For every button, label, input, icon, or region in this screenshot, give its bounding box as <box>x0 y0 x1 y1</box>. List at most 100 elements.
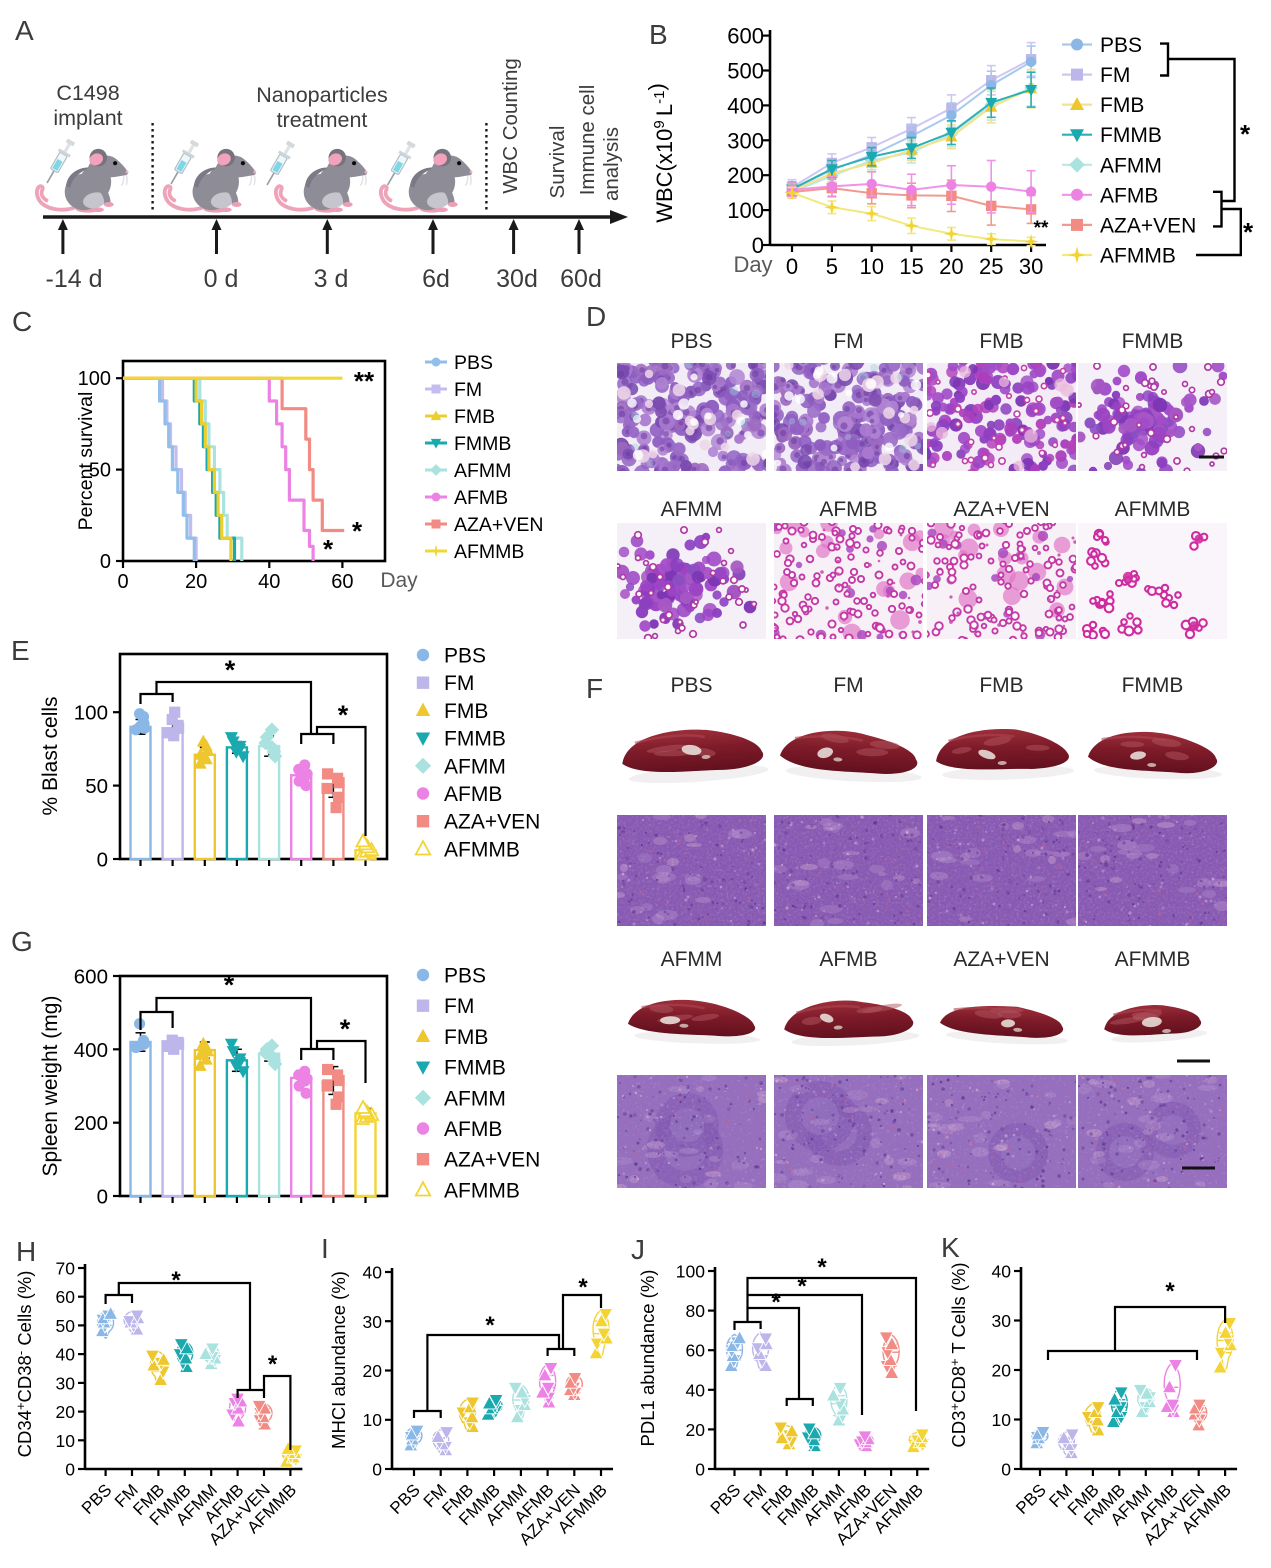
svg-text:analysis: analysis <box>600 127 623 201</box>
svg-text:50: 50 <box>89 460 111 482</box>
svg-text:200: 200 <box>727 163 764 188</box>
svg-text:AFMM: AFMM <box>444 1087 506 1110</box>
svg-text:PBS: PBS <box>444 645 486 668</box>
svg-text:AFMM: AFMM <box>444 755 506 778</box>
svg-text:MHCI abundance (%): MHCI abundance (%) <box>328 1271 349 1449</box>
svg-text:Survival: Survival <box>546 126 569 199</box>
svg-text:FMB: FMB <box>444 1026 488 1049</box>
svg-text:AFMB: AFMB <box>819 498 877 521</box>
svg-text:100: 100 <box>727 198 764 223</box>
svg-text:CD3+CD8+ T Cells (%): CD3+CD8+ T Cells (%) <box>947 1262 969 1447</box>
svg-text:0: 0 <box>100 551 111 573</box>
svg-text:FM: FM <box>833 674 863 697</box>
svg-text:15: 15 <box>899 254 923 279</box>
svg-text:B: B <box>649 19 668 50</box>
svg-text:300: 300 <box>727 128 764 153</box>
svg-text:AZA+VEN: AZA+VEN <box>1100 214 1196 237</box>
svg-text:% Blast cells: % Blast cells <box>39 696 62 815</box>
svg-text:60: 60 <box>331 571 353 593</box>
svg-text:*: * <box>771 1289 781 1316</box>
svg-text:*: * <box>1243 217 1254 247</box>
svg-text:0: 0 <box>752 233 764 258</box>
svg-text:*: * <box>171 1267 181 1294</box>
svg-text:FMMB: FMMB <box>1100 124 1162 147</box>
svg-text:PBS: PBS <box>444 965 486 988</box>
svg-text:implant: implant <box>53 106 122 130</box>
svg-text:60: 60 <box>686 1341 706 1361</box>
svg-text:20: 20 <box>185 571 207 593</box>
svg-text:FMMB: FMMB <box>444 1057 506 1080</box>
svg-text:20: 20 <box>363 1361 383 1381</box>
svg-text:30: 30 <box>56 1373 76 1393</box>
svg-text:AFMM: AFMM <box>1100 154 1162 177</box>
svg-text:AZA+VEN: AZA+VEN <box>953 948 1049 971</box>
svg-text:0: 0 <box>97 1186 108 1209</box>
svg-text:FM: FM <box>454 379 482 401</box>
svg-text:F: F <box>586 673 603 704</box>
svg-text:40: 40 <box>56 1345 76 1365</box>
svg-text:70: 70 <box>56 1259 76 1279</box>
svg-text:AFMMB: AFMMB <box>444 838 520 861</box>
svg-text:30: 30 <box>992 1311 1012 1331</box>
svg-text:30: 30 <box>363 1312 383 1332</box>
svg-text:FM: FM <box>833 330 863 353</box>
svg-text:*: * <box>224 970 235 1000</box>
svg-text:Percent survival: Percent survival <box>75 392 97 531</box>
svg-text:AZA+VEN: AZA+VEN <box>454 514 543 536</box>
svg-text:5: 5 <box>826 254 838 279</box>
svg-text:**: ** <box>1034 218 1049 239</box>
svg-text:25: 25 <box>979 254 1003 279</box>
svg-text:0: 0 <box>695 1460 705 1480</box>
svg-text:*: * <box>338 700 349 730</box>
svg-text:K: K <box>941 1232 960 1263</box>
svg-text:*: * <box>578 1274 588 1301</box>
svg-text:FMB: FMB <box>979 330 1023 353</box>
svg-text:AFMMB: AFMMB <box>1115 498 1191 521</box>
svg-text:80: 80 <box>686 1301 706 1321</box>
svg-text:30d: 30d <box>496 265 538 293</box>
svg-text:E: E <box>11 635 30 666</box>
svg-text:10: 10 <box>363 1410 383 1430</box>
svg-text:AFMB: AFMB <box>444 783 502 806</box>
svg-text:AFMM: AFMM <box>661 498 723 521</box>
svg-text:AFMMB: AFMMB <box>1115 948 1191 971</box>
svg-text:Day: Day <box>380 569 418 592</box>
svg-text:J: J <box>631 1234 645 1265</box>
svg-text:FM: FM <box>444 995 474 1018</box>
svg-text:**: ** <box>354 366 375 396</box>
svg-text:20: 20 <box>56 1402 76 1422</box>
svg-text:40: 40 <box>992 1262 1012 1282</box>
svg-text:PBS: PBS <box>1100 34 1142 57</box>
svg-text:*: * <box>1240 119 1251 149</box>
svg-text:*: * <box>797 1273 807 1300</box>
svg-text:FMB: FMB <box>454 406 495 428</box>
svg-text:A: A <box>15 15 34 46</box>
svg-text:10: 10 <box>56 1431 76 1451</box>
svg-text:C1498: C1498 <box>56 81 119 105</box>
svg-text:PBS: PBS <box>454 352 493 374</box>
svg-text:AFMM: AFMM <box>454 460 511 482</box>
svg-text:FMMB: FMMB <box>454 433 511 455</box>
svg-text:0: 0 <box>117 571 128 593</box>
svg-text:100: 100 <box>78 368 111 390</box>
svg-text:*: * <box>485 1312 495 1339</box>
svg-text:500: 500 <box>727 59 764 84</box>
svg-text:20: 20 <box>939 254 963 279</box>
svg-text:10: 10 <box>859 254 883 279</box>
svg-text:200: 200 <box>74 1112 108 1135</box>
svg-text:*: * <box>268 1351 278 1378</box>
svg-text:Immune cell: Immune cell <box>576 85 599 196</box>
svg-text:10: 10 <box>992 1410 1012 1430</box>
svg-text:40: 40 <box>258 571 280 593</box>
svg-text:40: 40 <box>363 1263 383 1283</box>
svg-text:50: 50 <box>56 1316 76 1336</box>
svg-text:30: 30 <box>1019 254 1043 279</box>
svg-text:0 d: 0 d <box>204 265 239 293</box>
svg-text:0: 0 <box>786 254 798 279</box>
svg-text:Day: Day <box>733 252 772 277</box>
svg-text:400: 400 <box>727 93 764 118</box>
svg-text:20: 20 <box>992 1361 1012 1381</box>
svg-text:PBS: PBS <box>670 674 712 697</box>
svg-text:*: * <box>817 1254 827 1281</box>
svg-text:PDL1 abundance (%): PDL1 abundance (%) <box>637 1270 658 1447</box>
